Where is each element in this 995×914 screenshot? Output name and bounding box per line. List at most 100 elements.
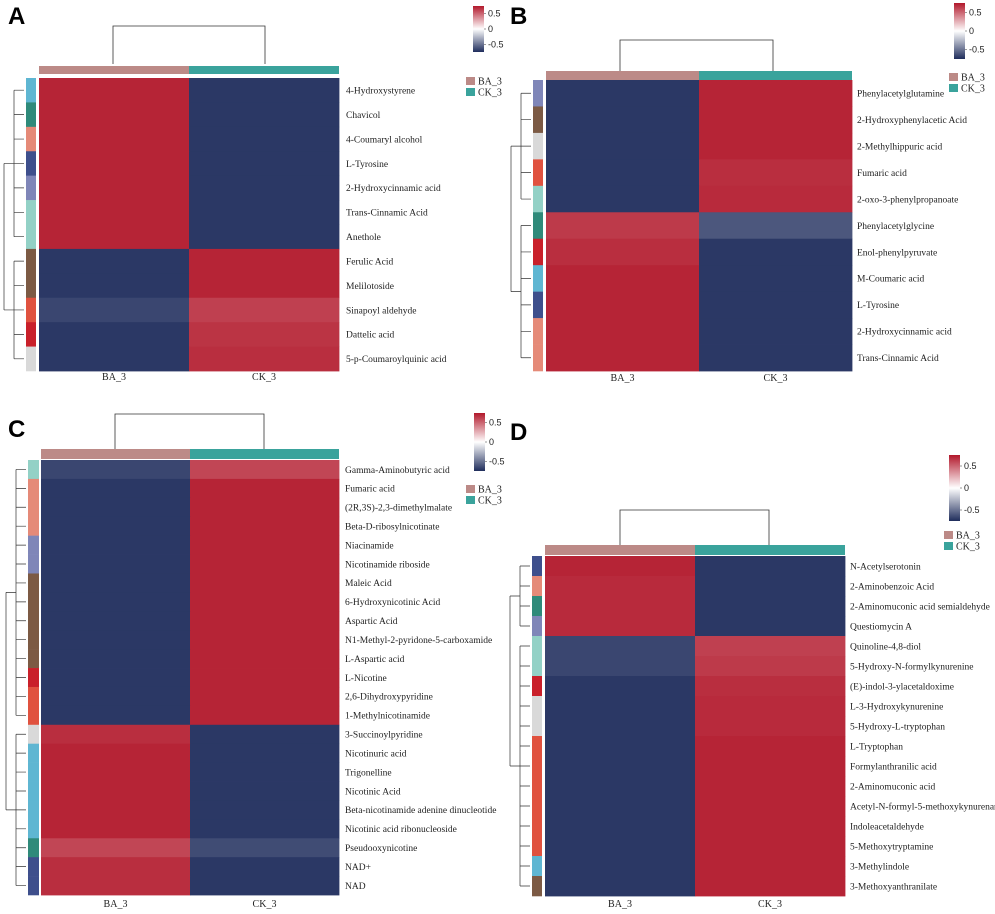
row-annotation-strip (533, 80, 543, 107)
heatmap-cell (190, 781, 340, 801)
row-annotation-strip (26, 200, 36, 225)
row-label: N1-Methyl-2-pyridone-5-carboxamide (345, 636, 492, 646)
heatmap-cell (546, 265, 700, 293)
row-annotation-strip (26, 322, 36, 347)
heatmap-cell (189, 151, 340, 177)
row-annotation-strip (28, 876, 39, 896)
row-label: 2-Aminomuconic acid (850, 782, 935, 792)
row-label: M-Coumaric acid (857, 275, 925, 285)
heatmap-cell (41, 781, 191, 801)
row-label: Beta-D-ribosylnicotinate (345, 522, 439, 532)
heatmap-cell (41, 743, 191, 764)
heatmap-cell (695, 756, 846, 777)
heatmap-cell (695, 856, 846, 877)
row-annotation-strip (532, 736, 542, 757)
heatmap-cell (546, 80, 700, 107)
row-annotation-strip (533, 344, 543, 372)
heatmap-cell (190, 857, 340, 877)
row-label: L-Tyrosine (346, 160, 388, 170)
heatmap-cell (545, 816, 696, 837)
colorbar (954, 3, 965, 59)
row-annotation-strip (28, 800, 39, 820)
heatmap-cell (189, 248, 340, 274)
column-dendrogram (619, 39, 774, 71)
row-label: 2-Hydroxycinnamic acid (346, 184, 441, 194)
heatmap-cell (190, 649, 340, 669)
row-annotation-strip (532, 816, 542, 837)
colorbar (473, 6, 484, 52)
heatmap-cell (695, 616, 846, 637)
row-label: 2-Aminomuconic acid semialdehyde (850, 602, 990, 612)
heatmap-cell (189, 322, 340, 347)
heatmap-cell (190, 668, 340, 688)
legend-swatch (949, 73, 958, 81)
row-label: L-Tyrosine (857, 301, 899, 311)
heatmap-cell (546, 132, 700, 160)
row-label: 5-p-Coumaroylquinic acid (346, 355, 447, 365)
heatmap-cell (190, 497, 340, 518)
row-label: 6-Hydroxynicotinic Acid (345, 598, 440, 608)
row-annotation-strip (532, 576, 542, 597)
panel-label: A (8, 3, 25, 30)
heatmap-cell (699, 212, 853, 240)
column-annotation-bar (189, 66, 339, 74)
heatmap-cell (545, 696, 696, 717)
row-annotation-strip (533, 106, 543, 134)
heatmap-cell (545, 556, 696, 577)
row-annotation-strip (532, 556, 542, 577)
row-annotation-strip (28, 857, 39, 877)
row-annotation-strip (28, 838, 39, 858)
heatmap-cell (546, 318, 700, 345)
row-label: 2-oxo-3-phenylpropanoate (857, 195, 958, 205)
colorbar-tick-label: 0.5 (489, 418, 502, 428)
heatmap-cell (699, 106, 853, 134)
row-annotation-strip (26, 346, 36, 372)
row-label: L-Tryptophan (850, 742, 903, 752)
heatmap-cell (41, 460, 191, 480)
row-annotation-strip (28, 686, 39, 707)
heatmap-cell (546, 291, 700, 319)
row-label: Dattelic acid (346, 331, 395, 341)
heatmap-cell (699, 238, 853, 266)
heatmap-cell (545, 676, 696, 697)
heatmap-cell (545, 836, 696, 857)
row-annotation-strip (26, 224, 36, 250)
row-label: Melilotoside (346, 282, 394, 292)
row-label: 3-Methoxyanthranilate (850, 882, 937, 892)
panel-c: C Gamma-Aminobutyric acid Fumaric acid (2R,… (5, 413, 505, 910)
column-annotation-bar (39, 66, 189, 74)
heatmap-cell (545, 756, 696, 777)
legend-swatch (466, 485, 475, 493)
heatmap-cell (190, 573, 340, 593)
colorbar-tick-label: 0 (964, 483, 969, 493)
heatmap-cell (39, 200, 190, 225)
row-annotation-strip (26, 126, 36, 152)
column-label: CK_3 (764, 373, 788, 384)
heatmap-cell (545, 736, 696, 757)
heatmap-cell (41, 630, 191, 650)
heatmap-cell (546, 238, 700, 266)
heatmap-cell (41, 838, 191, 858)
heatmap-cell (695, 716, 846, 737)
row-label: Pseudooxynicotine (345, 844, 417, 854)
heatmap-cell (545, 636, 696, 657)
row-label: Trans-Cinnamic Acid (346, 209, 428, 219)
heatmap-cell (546, 159, 700, 187)
row-annotation-strip (28, 724, 39, 744)
heatmap-cell (41, 554, 191, 574)
row-annotation-strip (28, 460, 39, 480)
column-annotation-bar (41, 449, 190, 459)
heatmap-cell (190, 762, 340, 782)
panel-d: D N-Acetylserotonin 2-Aminobenzoic Acid 2-A… (509, 419, 995, 910)
heatmap-cell (699, 265, 853, 293)
heatmap-cell (545, 716, 696, 737)
row-label: 2-Hydroxycinnamic acid (857, 328, 952, 338)
row-annotation-strip (28, 535, 39, 555)
heatmap-cell (545, 596, 696, 617)
column-label: CK_3 (253, 899, 277, 910)
row-label: Nicotinuric acid (345, 749, 407, 759)
heatmap-cell (189, 78, 340, 103)
heatmap-cell (190, 743, 340, 764)
heatmap-cell (39, 273, 190, 299)
heatmap-cell (695, 576, 846, 597)
